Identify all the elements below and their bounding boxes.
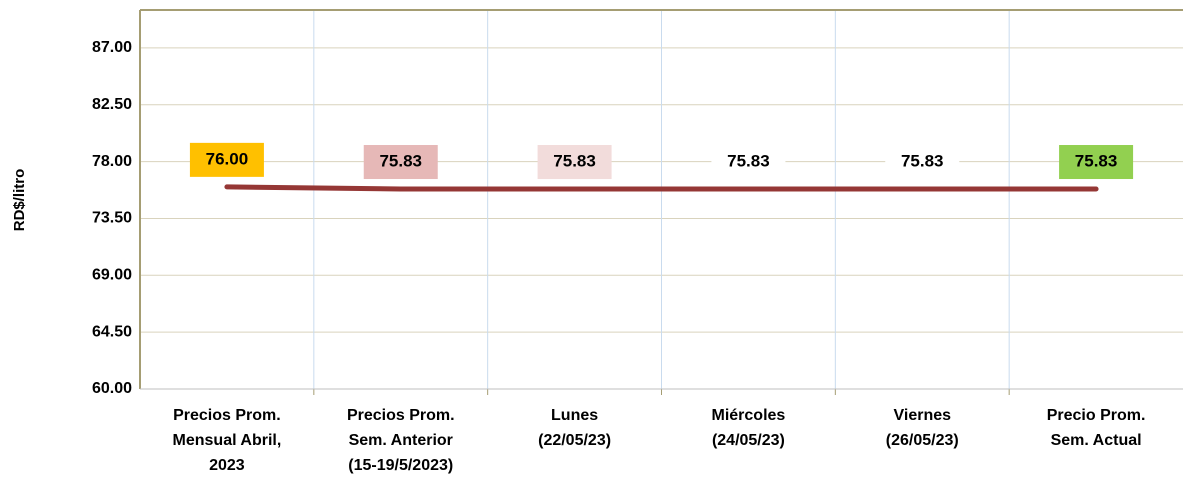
x-tick-label: Sem. Actual [1051, 432, 1142, 449]
y-tick-label: 87.00 [92, 39, 132, 56]
x-tick-label: Lunes [551, 407, 598, 424]
x-tick-label: Precios Prom. [173, 407, 281, 424]
data-label: 76.00 [206, 149, 249, 168]
data-label-box [1059, 145, 1134, 180]
y-tick-label: 82.50 [92, 96, 132, 113]
data-label: 75.83 [727, 151, 770, 170]
x-tick-label: 2023 [209, 457, 245, 474]
y-tick-label: 69.00 [92, 267, 132, 284]
x-tick-label: (24/05/23) [712, 432, 785, 449]
data-label: 75.83 [553, 151, 596, 170]
x-tick-label: Sem. Anterior [349, 432, 453, 449]
y-tick-label: 73.50 [92, 210, 132, 227]
y-tick-label: 78.00 [92, 153, 132, 170]
data-label: 75.83 [901, 151, 944, 170]
data-label-box [189, 142, 264, 177]
data-label-box [537, 145, 612, 180]
line-series [224, 184, 1099, 192]
y-axis-label: RD$/litro [11, 169, 28, 232]
x-tick-label: Mensual Abril, [173, 432, 282, 449]
x-tick-label: (15-19/5/2023) [348, 457, 453, 474]
y-tick-label: 64.50 [92, 323, 132, 340]
x-tick-label: (22/05/23) [538, 432, 611, 449]
data-label-box [885, 145, 960, 180]
data-label: 75.83 [1075, 151, 1118, 170]
x-tick-label: Precios Prom. [347, 407, 455, 424]
data-label: 75.83 [379, 151, 422, 170]
x-tick-label: Precio Prom. [1047, 407, 1146, 424]
data-label-box [363, 145, 438, 180]
x-tick-label: Miércoles [712, 407, 786, 424]
data-label-box [711, 145, 786, 180]
x-tick-label: Viernes [893, 407, 951, 424]
y-tick-label: 60.00 [92, 380, 132, 397]
x-tick-label: (26/05/23) [886, 432, 959, 449]
